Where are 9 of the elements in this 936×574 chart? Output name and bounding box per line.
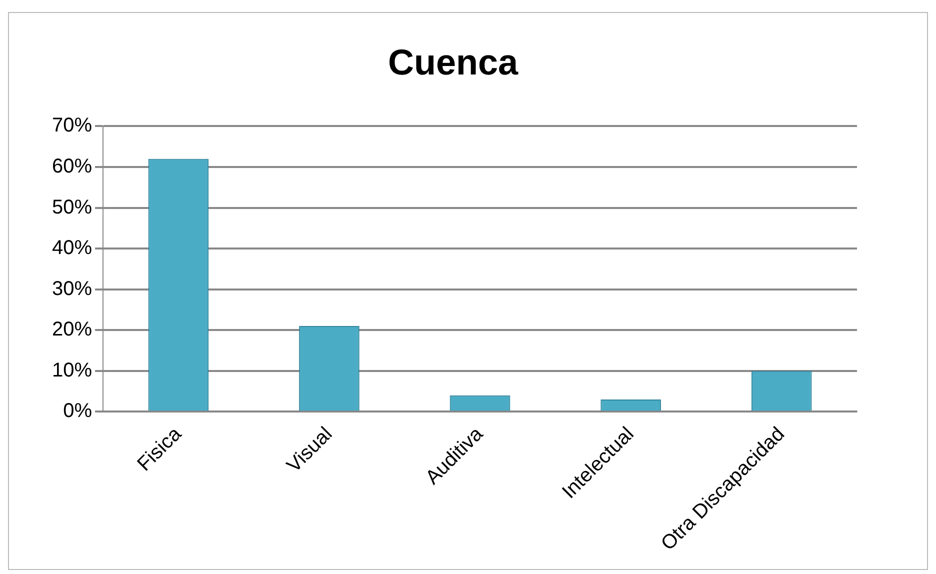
y-tick-label: 50% (52, 196, 92, 218)
y-tick-label: 30% (52, 278, 92, 300)
y-tick-label: 10% (52, 359, 92, 382)
y-tick-label: 40% (52, 237, 92, 260)
y-tick-label: 0% (63, 400, 92, 422)
y-tick-label: 20% (52, 318, 92, 341)
chart-title: Cuenca (388, 42, 519, 83)
y-tick-label: 60% (52, 156, 92, 178)
y-tick-label: 70% (52, 114, 92, 137)
